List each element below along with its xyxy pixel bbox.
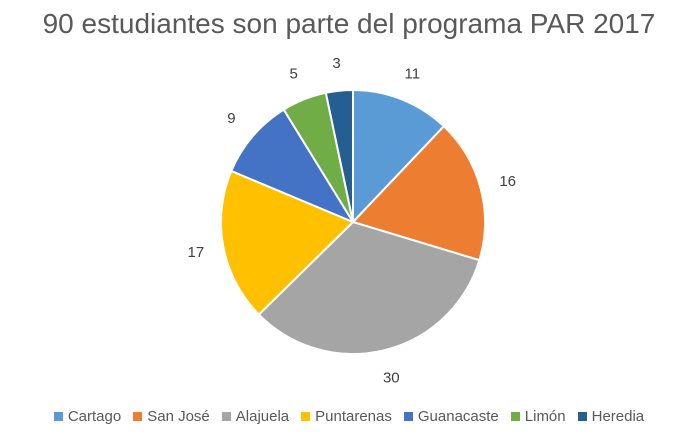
legend-item-limon: Limón (510, 408, 566, 425)
legend-swatch-guanacaste (403, 412, 413, 421)
data-label-limon: 5 (290, 65, 298, 82)
legend-swatch-limon (510, 412, 520, 421)
data-label-alajuela: 30 (383, 369, 400, 386)
pie-slices (220, 89, 486, 355)
legend-label-limon: Limón (524, 408, 566, 425)
pie-slice-san-jose (352, 125, 486, 262)
legend-item-alajuela: Alajuela (221, 408, 290, 425)
legend-item-cartago: Cartago (53, 408, 122, 425)
pie-data-labels: 11 16 30 17 9 5 3 (188, 55, 516, 386)
legend-label-guanacaste: Guanacaste (417, 408, 499, 425)
pie-slice-alajuela (257, 221, 481, 355)
pie-slice-cartago (352, 89, 445, 223)
legend-swatch-cartago (53, 412, 63, 421)
data-label-san-jose: 16 (499, 173, 516, 190)
legend-label-cartago: Cartago (67, 408, 122, 425)
legend-item-puntarenas: Puntarenas (301, 408, 392, 425)
data-label-puntarenas: 17 (188, 244, 205, 261)
legend-label-heredia: Heredia (591, 408, 645, 425)
legend-item-guanacaste: Guanacaste (403, 408, 499, 425)
pie-slice-puntarenas (220, 169, 354, 316)
legend-label-puntarenas: Puntarenas (315, 408, 392, 425)
data-label-guanacaste: 9 (227, 110, 235, 127)
legend-swatch-heredia (577, 412, 587, 421)
legend-item-san-jose: San José (133, 408, 210, 425)
legend-label-san-jose: San José (147, 408, 210, 425)
legend-swatch-alajuela (221, 412, 231, 421)
pie-slice-guanacaste (230, 108, 354, 223)
data-label-cartago: 11 (405, 65, 421, 82)
data-label-heredia: 3 (332, 55, 340, 72)
pie-chart: 11 16 30 17 9 5 3 (188, 55, 516, 386)
legend-item-heredia: Heredia (577, 408, 645, 425)
pie-slice-heredia (324, 89, 354, 223)
legend-swatch-puntarenas (301, 412, 311, 421)
legend: Cartago San José Alajuela Puntarenas Guanaca… (0, 408, 698, 425)
legend-swatch-san-jose (133, 412, 143, 421)
legend-label-alajuela: Alajuela (235, 408, 290, 425)
chart-title: 90 estudiantes son parte del programa PA… (42, 8, 656, 39)
